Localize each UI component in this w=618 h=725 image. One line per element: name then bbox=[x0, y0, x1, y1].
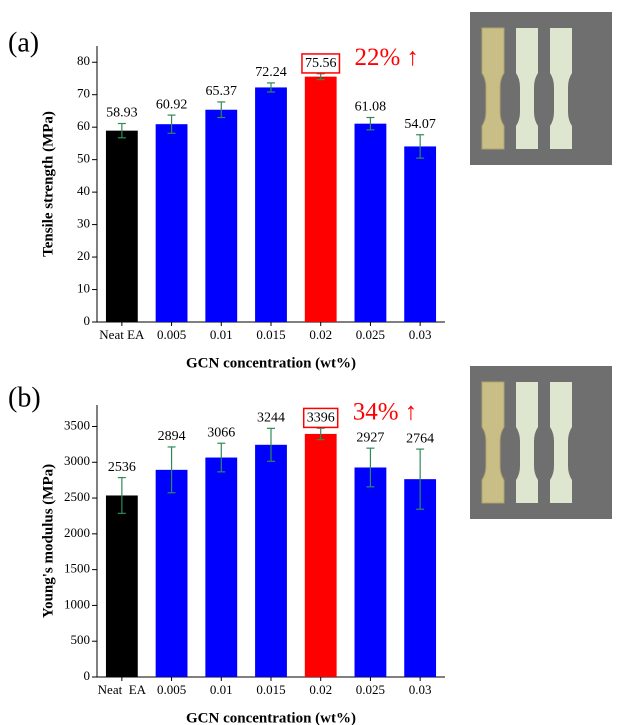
x-axis-title: GCN concentration (wt%) bbox=[186, 710, 356, 725]
value-label: 3066 bbox=[207, 425, 235, 440]
bar bbox=[205, 109, 238, 322]
x-tick-label: 0.015 bbox=[256, 327, 285, 342]
bar bbox=[404, 479, 437, 677]
y-axis-title: Tensile strength (MPa) bbox=[40, 111, 56, 257]
y-tick-label: 1000 bbox=[64, 596, 90, 611]
bar bbox=[255, 444, 287, 677]
x-tick-label: Neat EA bbox=[99, 327, 145, 342]
value-label: 61.08 bbox=[355, 100, 387, 115]
x-tick-label: 0.03 bbox=[409, 682, 432, 697]
x-tick-label: 0.025 bbox=[356, 327, 385, 342]
panel-label: (a) bbox=[8, 27, 39, 58]
x-tick-label: 0.03 bbox=[409, 327, 432, 342]
bar bbox=[304, 433, 337, 677]
y-tick-label: 3500 bbox=[64, 417, 90, 432]
y-axis-title: Young's modulus (MPa) bbox=[40, 464, 56, 618]
y-tick-label: 30 bbox=[77, 216, 90, 231]
y-tick-label: 80 bbox=[77, 53, 90, 68]
x-tick-label: 0.005 bbox=[157, 682, 186, 697]
value-label: 58.93 bbox=[106, 106, 138, 121]
y-tick-label: 50 bbox=[77, 151, 90, 166]
y-tick-label: 0 bbox=[84, 313, 91, 328]
annotation: 34% ↑ bbox=[353, 399, 418, 426]
x-tick-label: 0.02 bbox=[309, 682, 332, 697]
value-label: 3396 bbox=[307, 410, 335, 425]
y-tick-label: 500 bbox=[71, 632, 91, 647]
x-tick-label: Neat EA bbox=[98, 682, 147, 697]
annotation: 22% ↑ bbox=[354, 44, 419, 71]
bar bbox=[404, 146, 437, 322]
y-tick-label: 0 bbox=[84, 668, 91, 683]
specimen-photo bbox=[470, 366, 612, 519]
value-label: 75.56 bbox=[305, 56, 337, 71]
bar bbox=[304, 76, 337, 322]
value-label: 60.92 bbox=[156, 97, 188, 112]
bar bbox=[105, 495, 138, 677]
value-label: 2894 bbox=[158, 429, 186, 444]
value-label: 2927 bbox=[356, 430, 384, 445]
y-tick-label: 2500 bbox=[64, 489, 90, 504]
y-tick-label: 3000 bbox=[64, 453, 90, 468]
bar bbox=[155, 124, 188, 322]
y-tick-label: 10 bbox=[77, 281, 90, 296]
y-tick-label: 20 bbox=[77, 248, 90, 263]
label-box bbox=[301, 53, 341, 74]
bar bbox=[354, 123, 387, 322]
x-tick-label: 0.01 bbox=[210, 327, 233, 342]
bar bbox=[105, 130, 138, 322]
value-label: 72.24 bbox=[255, 65, 287, 80]
panel-label: (b) bbox=[8, 382, 41, 413]
value-label: 65.37 bbox=[206, 84, 238, 99]
x-tick-label: 0.01 bbox=[210, 682, 233, 697]
y-tick-label: 2000 bbox=[64, 525, 90, 540]
specimen-photo bbox=[470, 12, 612, 165]
x-tick-label: 0.015 bbox=[256, 682, 285, 697]
x-tick-label: 0.005 bbox=[157, 327, 186, 342]
bar bbox=[155, 469, 188, 677]
bar bbox=[205, 457, 238, 677]
y-tick-label: 60 bbox=[77, 118, 90, 133]
bar bbox=[255, 87, 287, 323]
y-tick-label: 1500 bbox=[64, 561, 90, 576]
value-label: 54.07 bbox=[404, 117, 436, 132]
y-tick-label: 70 bbox=[77, 86, 90, 101]
bar bbox=[354, 467, 387, 677]
x-tick-label: 0.02 bbox=[309, 327, 332, 342]
x-axis-title: GCN concentration (wt%) bbox=[186, 355, 356, 371]
value-label: 3244 bbox=[257, 411, 285, 426]
x-tick-label: 0.025 bbox=[356, 682, 385, 697]
y-tick-label: 40 bbox=[77, 183, 90, 198]
value-label: 2764 bbox=[406, 431, 434, 446]
label-box bbox=[302, 407, 339, 429]
value-label: 2536 bbox=[108, 460, 136, 475]
